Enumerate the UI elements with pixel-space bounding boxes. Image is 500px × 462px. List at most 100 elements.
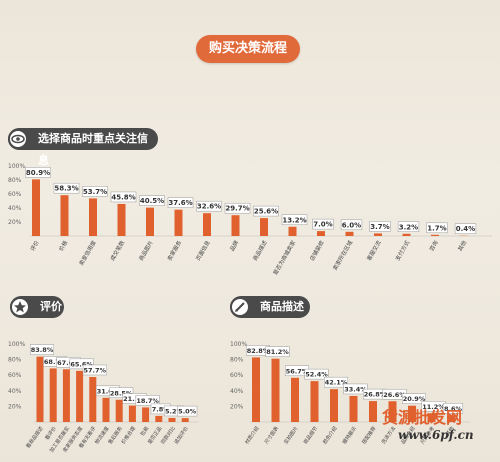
value-label-box	[304, 368, 329, 380]
value-label-box	[167, 197, 194, 208]
bar	[291, 377, 299, 422]
category-label: 成交笔数	[108, 239, 126, 262]
pen-icon	[230, 297, 250, 317]
value-label-box	[312, 218, 334, 230]
y-tick-label: 40%	[8, 205, 22, 212]
value-label: 80.9%	[26, 169, 50, 177]
category-label: 卖家服务	[165, 239, 183, 262]
value-label: 57.7%	[84, 366, 107, 374]
category-label: 店铺装修	[308, 239, 326, 262]
bar	[174, 209, 183, 236]
category-label: 尺寸图表	[263, 425, 280, 445]
right-panel-title: 商品描述	[230, 296, 310, 318]
value-label: 13.2%	[282, 216, 306, 224]
y-tick-label: 60%	[8, 372, 22, 379]
bar	[32, 179, 40, 236]
bar	[330, 389, 338, 422]
y-tick-label: 40%	[8, 388, 22, 395]
y-tick-label: 60%	[230, 372, 244, 379]
bar	[155, 415, 163, 422]
value-label: 32.6%	[197, 203, 221, 211]
page-title: 购买决策流程	[196, 35, 300, 63]
value-label-box	[426, 222, 448, 234]
bar	[402, 233, 411, 236]
value-label-box	[30, 344, 54, 355]
y-tick-label: 20%	[230, 403, 244, 410]
value-label: 42.1%	[325, 379, 348, 387]
watermark-url: www.6pf.cn	[398, 428, 474, 442]
value-label: 8.6%	[444, 405, 463, 413]
category-label: 咨询	[427, 239, 440, 253]
y-tick-label: 80%	[8, 177, 22, 184]
category-label: 品牌	[228, 239, 241, 253]
bar	[49, 368, 57, 422]
category-label: 包装	[139, 425, 150, 437]
y-tick-label: 100%	[8, 341, 25, 348]
category-label: 是否为商城卖家	[271, 239, 297, 277]
value-label: 29.7%	[225, 205, 249, 213]
category-label: 看商品描述	[25, 425, 45, 450]
value-label: 81.2%	[266, 348, 289, 356]
bar	[203, 213, 211, 236]
category-label: 搭配推荐	[360, 425, 377, 445]
value-label: 58.3%	[54, 185, 78, 193]
value-label-box	[253, 205, 279, 217]
bar	[102, 397, 110, 422]
category-label: 其他	[444, 425, 455, 437]
value-label-box	[82, 186, 108, 197]
category-label: 商品细节	[302, 425, 319, 445]
category-label: 客服交流	[365, 239, 383, 262]
value-label: 11.2%	[422, 403, 445, 411]
value-label: 0.4%	[456, 225, 475, 233]
y-tick-label: 40%	[230, 388, 244, 395]
bar	[374, 233, 382, 236]
value-label-box	[82, 364, 107, 376]
bar	[76, 370, 84, 422]
bar	[142, 407, 150, 422]
value-label: 40.5%	[140, 197, 164, 205]
value-label-box	[369, 221, 391, 232]
y-tick-label: 60%	[8, 191, 22, 198]
y-tick-label: 20%	[8, 403, 22, 410]
bar	[60, 195, 69, 236]
eye-icon-svg	[11, 134, 25, 144]
value-label: 26.6%	[383, 391, 406, 399]
value-label-box	[397, 221, 420, 233]
category-label: 支付方式	[393, 239, 411, 262]
value-label-box	[265, 346, 290, 357]
value-label: 67.6%	[57, 359, 80, 367]
y-tick-label: 100%	[230, 341, 247, 348]
bar	[146, 207, 154, 236]
category-label: 卖家所在区域	[331, 239, 355, 272]
watermark-brand: 货源批发网	[382, 408, 463, 427]
category-label: 评价	[28, 239, 41, 253]
value-label-box	[402, 393, 426, 404]
value-label: 37.6%	[168, 199, 192, 207]
value-label: 82.8%	[247, 347, 270, 355]
star-icon-svg	[14, 301, 26, 313]
y-tick-label: 80%	[230, 357, 244, 364]
value-label-box	[53, 182, 80, 194]
value-label-box	[196, 200, 222, 212]
bar	[117, 203, 126, 236]
bar	[431, 234, 439, 236]
bar	[252, 357, 260, 422]
bar	[89, 376, 97, 422]
category-label: 颜色介绍	[321, 425, 338, 445]
bar	[271, 358, 280, 422]
y-tick-label: 20%	[8, 219, 22, 226]
bar	[388, 401, 397, 422]
bar	[427, 413, 436, 422]
value-label: 68.7%	[44, 358, 67, 366]
y-tick-label: 100%	[8, 163, 25, 170]
bar	[62, 369, 70, 422]
value-label: 5.0%	[178, 408, 197, 416]
bar	[447, 415, 455, 422]
value-label-box	[109, 387, 134, 399]
value-label-box	[281, 214, 308, 226]
value-label: 6.0%	[342, 221, 361, 229]
value-label: 83.8%	[31, 346, 54, 354]
category-label: 实拍图片	[282, 425, 299, 445]
bar	[168, 417, 176, 422]
value-label-box	[177, 405, 198, 417]
